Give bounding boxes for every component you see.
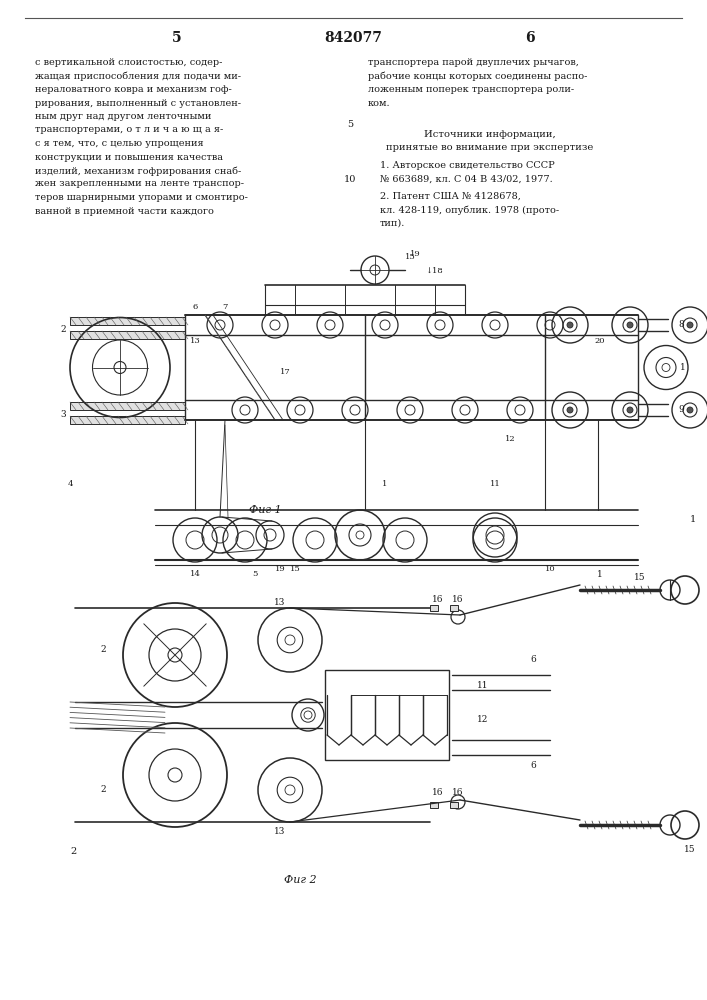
Text: 2: 2 (60, 325, 66, 334)
Text: Фиг 2: Фиг 2 (284, 875, 316, 885)
Text: рирования, выполненный с установлен-: рирования, выполненный с установлен- (35, 99, 241, 107)
Text: 1. Авторское свидетельство СССР: 1. Авторское свидетельство СССР (380, 161, 555, 170)
Circle shape (567, 407, 573, 413)
Text: 16: 16 (432, 788, 444, 797)
Text: 6: 6 (530, 760, 536, 770)
Bar (70, 402, 185, 410)
Text: 16: 16 (432, 595, 444, 604)
Text: 10: 10 (544, 565, 555, 573)
Text: Фиг 1: Фиг 1 (249, 505, 281, 515)
Bar (450, 605, 458, 611)
Text: 15: 15 (634, 573, 645, 582)
Text: 5: 5 (173, 31, 182, 45)
Text: 13: 13 (189, 337, 200, 345)
Text: жен закрепленными на ленте транспор-: жен закрепленными на ленте транспор- (35, 180, 244, 188)
Text: 15: 15 (290, 565, 300, 573)
Text: нераловатного ковра и механизм гоф-: нераловатного ковра и механизм гоф- (35, 85, 232, 94)
Text: 17: 17 (280, 367, 291, 375)
Circle shape (627, 322, 633, 328)
Text: 14: 14 (189, 570, 201, 578)
Circle shape (687, 322, 693, 328)
Text: 1: 1 (382, 480, 387, 488)
Text: 2. Патент США № 4128678,: 2. Патент США № 4128678, (380, 192, 521, 201)
Text: 4: 4 (67, 480, 73, 488)
Text: 2: 2 (100, 645, 106, 654)
Text: 11: 11 (490, 480, 501, 488)
Text: 16: 16 (452, 595, 464, 604)
Text: изделий, механизм гофрирования снаб-: изделий, механизм гофрирования снаб- (35, 166, 241, 176)
Text: 3: 3 (60, 410, 66, 419)
Text: 6: 6 (525, 31, 534, 45)
Bar (430, 605, 438, 611)
Text: с вертикальной слоистостью, содер-: с вертикальной слоистостью, содер- (35, 58, 223, 67)
Bar (70, 416, 185, 424)
Text: транспортерами, о т л и ч а ю щ а я-: транспортерами, о т л и ч а ю щ а я- (35, 125, 223, 134)
Text: 5: 5 (347, 120, 353, 129)
Text: 8: 8 (678, 320, 684, 329)
Text: 12: 12 (505, 435, 515, 443)
Text: конструкции и повышения качества: конструкции и повышения качества (35, 152, 223, 161)
Text: 7: 7 (222, 303, 228, 311)
Bar (325, 670, 449, 760)
Text: 20: 20 (595, 337, 605, 345)
Text: 13: 13 (274, 827, 286, 836)
Text: 19: 19 (410, 250, 421, 258)
Bar (70, 317, 185, 325)
Bar (430, 802, 438, 808)
Text: 15: 15 (684, 845, 696, 854)
Circle shape (567, 322, 573, 328)
Text: 842077: 842077 (324, 31, 382, 45)
Text: 12: 12 (477, 716, 489, 724)
Text: 5: 5 (252, 570, 257, 578)
Text: 6: 6 (192, 303, 198, 311)
Text: рабочие концы которых соединены распо-: рабочие концы которых соединены распо- (368, 72, 588, 81)
Bar (70, 331, 185, 339)
Text: 11: 11 (477, 680, 489, 690)
Text: 9: 9 (678, 405, 684, 414)
Text: 2: 2 (70, 847, 76, 856)
Text: ным друг над другом ленточными: ным друг над другом ленточными (35, 112, 211, 121)
Text: 1: 1 (597, 570, 603, 579)
Text: 13: 13 (274, 598, 286, 607)
Text: с я тем, что, с целью упрощения: с я тем, что, с целью упрощения (35, 139, 204, 148)
Text: 1: 1 (680, 362, 686, 371)
Bar (450, 802, 458, 808)
Text: теров шарнирными упорами и смонтиро-: теров шарнирными упорами и смонтиро- (35, 193, 248, 202)
Text: кл. 428-119, опублик. 1978 (прото-: кл. 428-119, опублик. 1978 (прото- (380, 206, 559, 215)
Text: ↓18: ↓18 (425, 267, 443, 275)
Text: № 663689, кл. С 04 В 43/02, 1977.: № 663689, кл. С 04 В 43/02, 1977. (380, 174, 553, 184)
Text: принятые во внимание при экспертизе: принятые во внимание при экспертизе (386, 143, 594, 152)
Text: Источники информации,: Источники информации, (424, 130, 556, 139)
Text: ком.: ком. (368, 99, 391, 107)
Text: транспортера парой двуплечих рычагов,: транспортера парой двуплечих рычагов, (368, 58, 579, 67)
Text: 15: 15 (405, 253, 416, 261)
Text: 1: 1 (690, 515, 696, 524)
Text: тип).: тип). (380, 219, 405, 228)
Text: 2: 2 (100, 785, 106, 794)
Text: ложенным поперек транспортера роли-: ложенным поперек транспортера роли- (368, 85, 574, 94)
Circle shape (627, 407, 633, 413)
Text: 10: 10 (344, 175, 356, 184)
Text: 6: 6 (530, 656, 536, 664)
Text: 16: 16 (452, 788, 464, 797)
Text: жащая приспособления для подачи ми-: жащая приспособления для подачи ми- (35, 72, 241, 81)
Text: 19: 19 (274, 565, 286, 573)
Text: ванной в приемной части каждого: ванной в приемной части каждого (35, 207, 214, 216)
Circle shape (687, 407, 693, 413)
